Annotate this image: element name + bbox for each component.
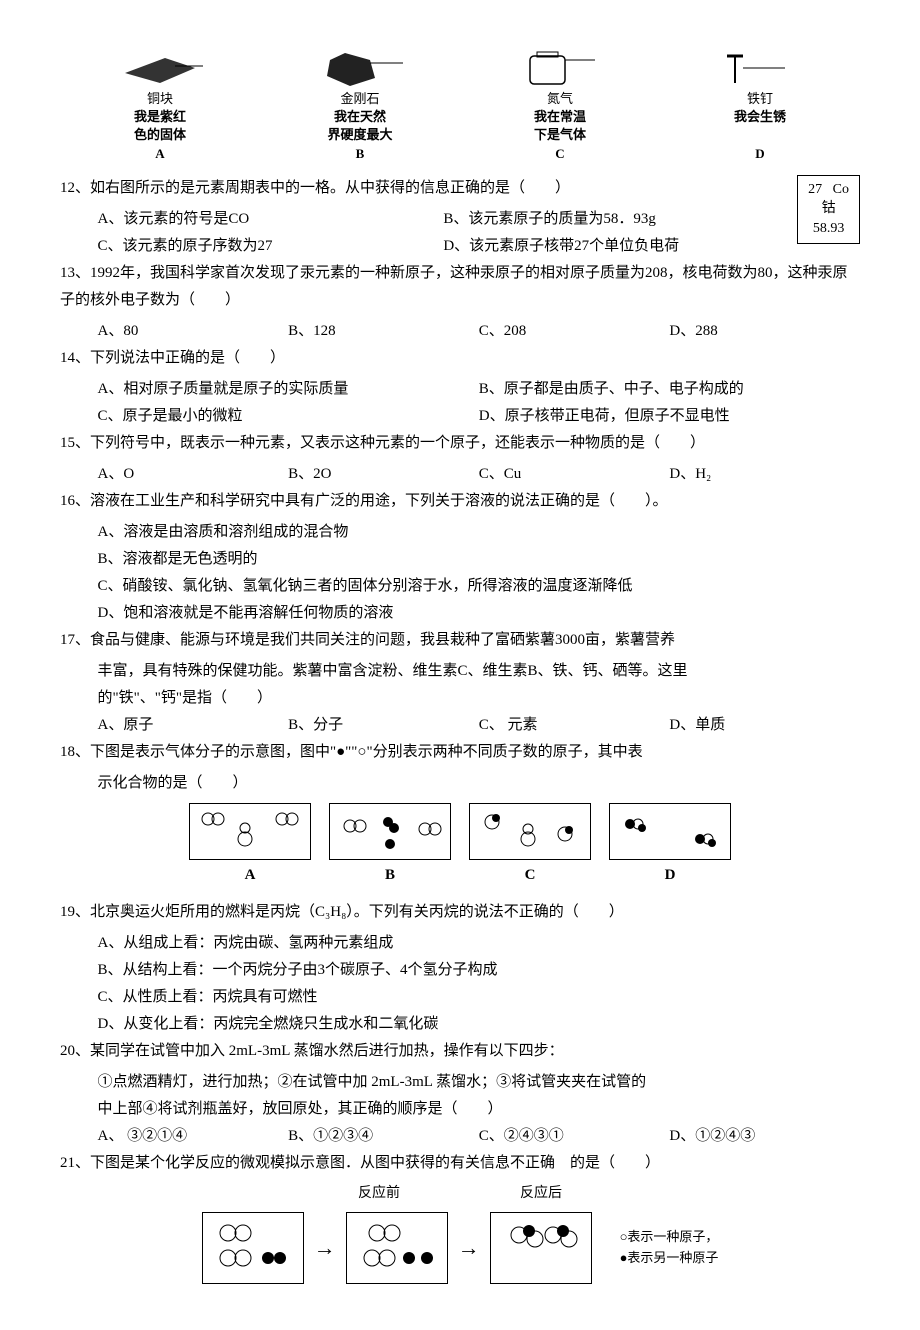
q13-stem: 13、1992年，我国科学家首次发现了汞元素的一种新原子，这种汞原子的相对原子质…	[60, 260, 860, 314]
fig-b-title: 金刚石	[340, 91, 379, 106]
diamond-icon	[315, 48, 405, 88]
q20-B: B、①②③④	[288, 1123, 479, 1150]
q18-diagrams: A B C D	[60, 803, 860, 889]
q13-B: B、128	[288, 318, 479, 345]
q15-A: A、O	[98, 461, 289, 488]
fig-c-title: 氮气	[547, 91, 573, 106]
q14-D: D、原子核带正电荷，但原子不显电性	[479, 403, 860, 430]
q15-stem: 15、下列符号中，既表示一种元素，又表示这种元素的一个原子，还能表示一种物质的是…	[60, 430, 860, 457]
q17-stem3: 的"铁"、"钙"是指（ ）	[60, 685, 860, 712]
q18-box-c	[469, 803, 591, 860]
leg1: ○表示一种原子，	[620, 1227, 719, 1248]
q17-C: C、 元素	[479, 712, 670, 739]
q12-B: B、该元素原子的质量为58．93g	[443, 206, 789, 233]
periodic-cell: 27 Co 钴 58.93	[797, 175, 860, 244]
q17-stem2: 丰富，具有特殊的保健功能。紫薯中富含淀粉、维生素C、维生素B、铁、钙、硒等。这里	[60, 658, 860, 685]
q17-B: B、分子	[288, 712, 479, 739]
q20-l1: ①点燃酒精灯，进行加热；②在试管中加 2mL-3mL 蒸馏水；③将试管夹夹在试管…	[60, 1069, 860, 1096]
q12-D: D、该元素原子核带27个单位负电荷	[443, 233, 789, 260]
q14-stem: 14、下列说法中正确的是（ ）	[60, 345, 860, 372]
q16-stem: 16、溶液在工业生产和科学研究中具有广泛的用途，下列关于溶液的说法正确的是（ ）…	[60, 488, 860, 515]
pc-sym: Co	[833, 182, 849, 197]
fig-b-label: B	[356, 146, 365, 161]
nail-icon	[715, 48, 805, 88]
q20-D: D、①②④③	[669, 1123, 860, 1150]
q21-legend: ○表示一种原子， ●表示另一种原子	[620, 1227, 719, 1269]
q19-B: B、从结构上看：一个丙烷分子由3个碳原子、4个氢分子构成	[98, 957, 861, 984]
q18-box-a	[189, 803, 311, 860]
q15-C: C、Cu	[479, 461, 670, 488]
pc-mass: 58.93	[808, 219, 849, 239]
q16-D: D、饱和溶液就是不能再溶解任何物质的溶液	[98, 600, 861, 627]
q13-C: C、208	[479, 318, 670, 345]
q15-D: D、H₂	[669, 461, 860, 488]
q14-C: C、原子是最小的微粒	[98, 403, 479, 430]
q16-C: C、硝酸铵、氯化钠、氢氧化钠三者的固体分别溶于水，所得溶液的温度逐渐降低	[98, 573, 861, 600]
fig-a-cap2: 色的固体	[134, 127, 186, 142]
q20-A: A、 ③②①④	[98, 1123, 289, 1150]
q18-la: A	[189, 862, 311, 889]
q18-box-b	[329, 803, 451, 860]
fig-a-cap1: 我是紫红	[134, 109, 186, 124]
q18-box-d	[609, 803, 731, 860]
arrow-icon-2: →	[458, 1228, 480, 1268]
q19-A: A、从组成上看：丙烷由碳、氢两种元素组成	[98, 930, 861, 957]
fig-c-label: C	[555, 146, 564, 161]
q21-after: 反应后	[520, 1181, 562, 1206]
q21-stem: 21、下图是某个化学反应的微观模拟示意图．从图中获得的有关信息不正确 的是（ ）	[60, 1150, 860, 1177]
q14-A: A、相对原子质量就是原子的实际质量	[98, 376, 479, 403]
q12-A: A、该元素的符号是CO	[98, 206, 444, 233]
q21-reaction: → → ○表示一种原子， ●表示另一种原子	[60, 1212, 860, 1284]
q21-before: 反应前	[358, 1181, 400, 1206]
fig-c-cap2: 下是气体	[534, 127, 586, 142]
q20-stem: 20、某同学在试管中加入 2mL-3mL 蒸馏水然后进行加热，操作有以下四步：	[60, 1038, 860, 1065]
fig-b-cap2: 界硬度最大	[327, 127, 392, 142]
fig-b: 金刚石 我在天然 界硬度最大 B	[315, 48, 405, 163]
q19-C: C、从性质上看：丙烷具有可燃性	[98, 984, 861, 1011]
pc-name: 钴	[808, 199, 849, 219]
fig-d-title: 铁钉	[747, 91, 773, 106]
q14-B: B、原子都是由质子、中子、电子构成的	[479, 376, 860, 403]
q20-l2: 中上部④将试剂瓶盖好，放回原处，其正确的顺序是（ ）	[60, 1096, 860, 1123]
fig-a-title: 铜块	[147, 91, 173, 106]
q18-ld: D	[609, 862, 731, 889]
q13-D: D、288	[669, 318, 860, 345]
q17-A: A、原子	[98, 712, 289, 739]
q20-C: C、②④③①	[479, 1123, 670, 1150]
q18-stem2: 示化合物的是（ ）	[60, 770, 860, 797]
arrow-icon: →	[314, 1228, 336, 1268]
fig-d-cap1: 我会生锈	[734, 109, 786, 124]
q15-B: B、2O	[288, 461, 479, 488]
q19-stem: 19、北京奥运火炬所用的燃料是丙烷（C₃H₈）。下列有关丙烷的说法不正确的（ ）	[60, 899, 860, 926]
react-box-2	[346, 1212, 448, 1284]
fig-b-cap1: 我在天然	[334, 109, 386, 124]
fig-a: 铜块 我是紫红 色的固体 A	[115, 48, 205, 163]
q17-D: D、单质	[669, 712, 860, 739]
react-box-3	[490, 1212, 592, 1284]
q16-B: B、溶液都是无色透明的	[98, 546, 861, 573]
fig-c-cap1: 我在常温	[534, 109, 586, 124]
fig-d-label: D	[755, 146, 764, 161]
fig-a-label: A	[155, 146, 164, 161]
q16-A: A、溶液是由溶质和溶剂组成的混合物	[98, 519, 861, 546]
q12-stem: 12、如右图所示的是元素周期表中的一格。从中获得的信息正确的是（ ）	[60, 175, 860, 202]
fig-d: 铁钉 我会生锈 D	[715, 48, 805, 163]
q19-D: D、从变化上看：丙烷完全燃烧只生成水和二氧化碳	[98, 1011, 861, 1038]
q17-stem1: 17、食品与健康、能源与环境是我们共同关注的问题，我县栽种了富硒紫薯3000亩，…	[60, 627, 860, 654]
q18-stem1: 18、下图是表示气体分子的示意图，图中"●""○"分别表示两种不同质子数的原子，…	[60, 739, 860, 766]
jar-icon	[515, 48, 605, 88]
q12-C: C、该元素的原子序数为27	[98, 233, 444, 260]
pc-num: 27	[808, 182, 822, 197]
q18-lb: B	[329, 862, 451, 889]
fig-c: 氮气 我在常温 下是气体 C	[515, 48, 605, 163]
react-box-1	[202, 1212, 304, 1284]
leg2: ●表示另一种原子	[620, 1248, 719, 1269]
q11-figures: 铜块 我是紫红 色的固体 A 金刚石 我在天然 界硬度最大 B 氮气 我在常温 …	[60, 48, 860, 163]
copper-icon	[115, 48, 205, 88]
q13-A: A、80	[98, 318, 289, 345]
q18-lc: C	[469, 862, 591, 889]
